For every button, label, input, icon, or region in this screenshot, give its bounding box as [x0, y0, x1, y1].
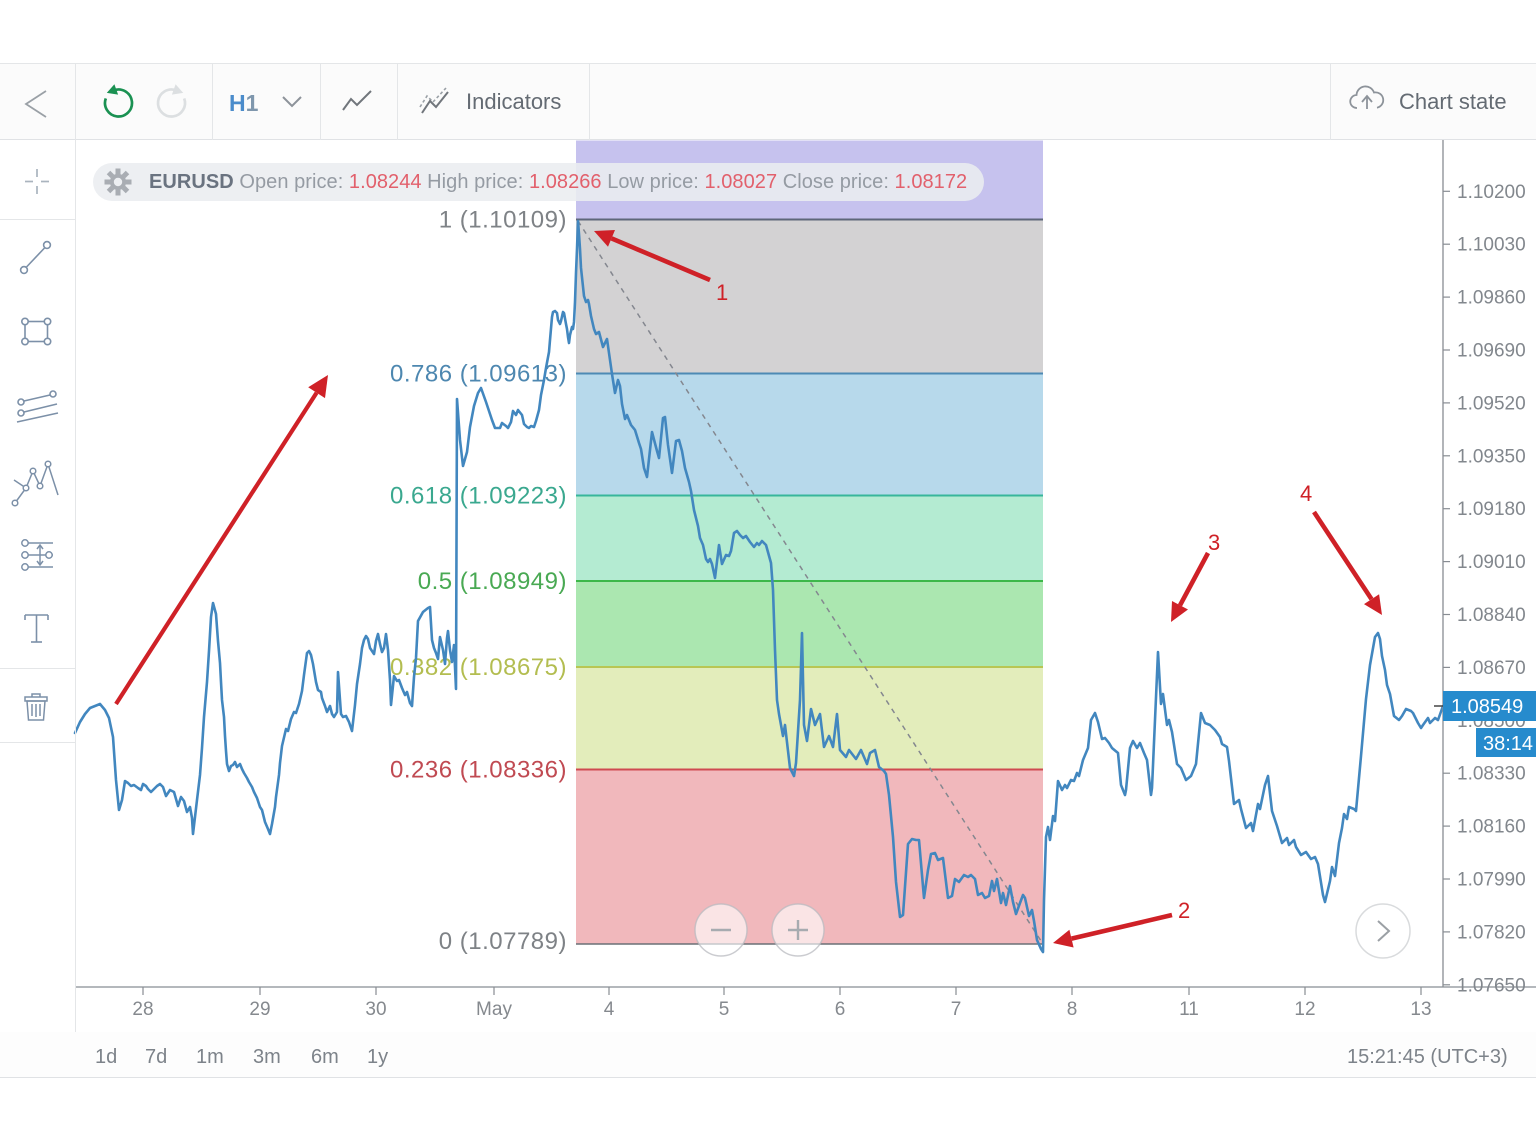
- svg-text:1.09350: 1.09350: [1457, 446, 1526, 467]
- svg-text:1.10030: 1.10030: [1457, 235, 1526, 256]
- svg-text:1.08160: 1.08160: [1457, 817, 1526, 838]
- svg-text:4: 4: [1300, 481, 1312, 506]
- svg-text:0.236 (1.08336): 0.236 (1.08336): [390, 757, 567, 784]
- svg-text:1.08330: 1.08330: [1457, 764, 1526, 785]
- svg-text:1.08670: 1.08670: [1457, 658, 1526, 679]
- svg-text:1.07650: 1.07650: [1457, 975, 1526, 996]
- svg-text:1.07820: 1.07820: [1457, 922, 1526, 943]
- svg-text:28: 28: [132, 999, 153, 1020]
- svg-text:6: 6: [835, 999, 846, 1020]
- svg-text:1.09520: 1.09520: [1457, 393, 1526, 414]
- svg-text:13: 13: [1410, 999, 1431, 1020]
- svg-text:H1: H1: [229, 90, 259, 116]
- svg-text:1.08549: 1.08549: [1451, 696, 1523, 718]
- svg-text:12: 12: [1294, 999, 1315, 1020]
- svg-text:1.09860: 1.09860: [1457, 288, 1526, 309]
- svg-text:1: 1: [716, 280, 728, 305]
- svg-text:1.08840: 1.08840: [1457, 605, 1526, 626]
- svg-text:7: 7: [951, 999, 962, 1020]
- svg-text:4: 4: [604, 999, 615, 1020]
- svg-text:2: 2: [1178, 898, 1190, 923]
- svg-text:30: 30: [365, 999, 386, 1020]
- svg-text:Indicators: Indicators: [466, 89, 561, 114]
- svg-text:8: 8: [1067, 999, 1078, 1020]
- svg-text:0.618 (1.09223): 0.618 (1.09223): [390, 483, 567, 510]
- svg-text:0 (1.07789): 0 (1.07789): [439, 928, 567, 955]
- svg-text:5: 5: [719, 999, 730, 1020]
- svg-text:1.07990: 1.07990: [1457, 870, 1526, 891]
- svg-text:0.5 (1.08949): 0.5 (1.08949): [418, 568, 567, 595]
- svg-text:0.382 (1.08675): 0.382 (1.08675): [390, 654, 567, 681]
- svg-text:1.09690: 1.09690: [1457, 341, 1526, 362]
- svg-text:3: 3: [1208, 530, 1220, 555]
- svg-text:1.09180: 1.09180: [1457, 499, 1526, 520]
- svg-text:Chart state: Chart state: [1399, 89, 1507, 114]
- svg-text:1.09010: 1.09010: [1457, 552, 1526, 573]
- svg-text:1.10200: 1.10200: [1457, 182, 1526, 203]
- svg-text:May: May: [476, 999, 512, 1020]
- svg-text:1 (1.10109): 1 (1.10109): [439, 207, 567, 234]
- svg-text:0.786 (1.09613): 0.786 (1.09613): [390, 361, 567, 388]
- svg-text:38:14: 38:14: [1483, 733, 1533, 755]
- svg-text:11: 11: [1179, 999, 1199, 1020]
- svg-text:29: 29: [249, 999, 270, 1020]
